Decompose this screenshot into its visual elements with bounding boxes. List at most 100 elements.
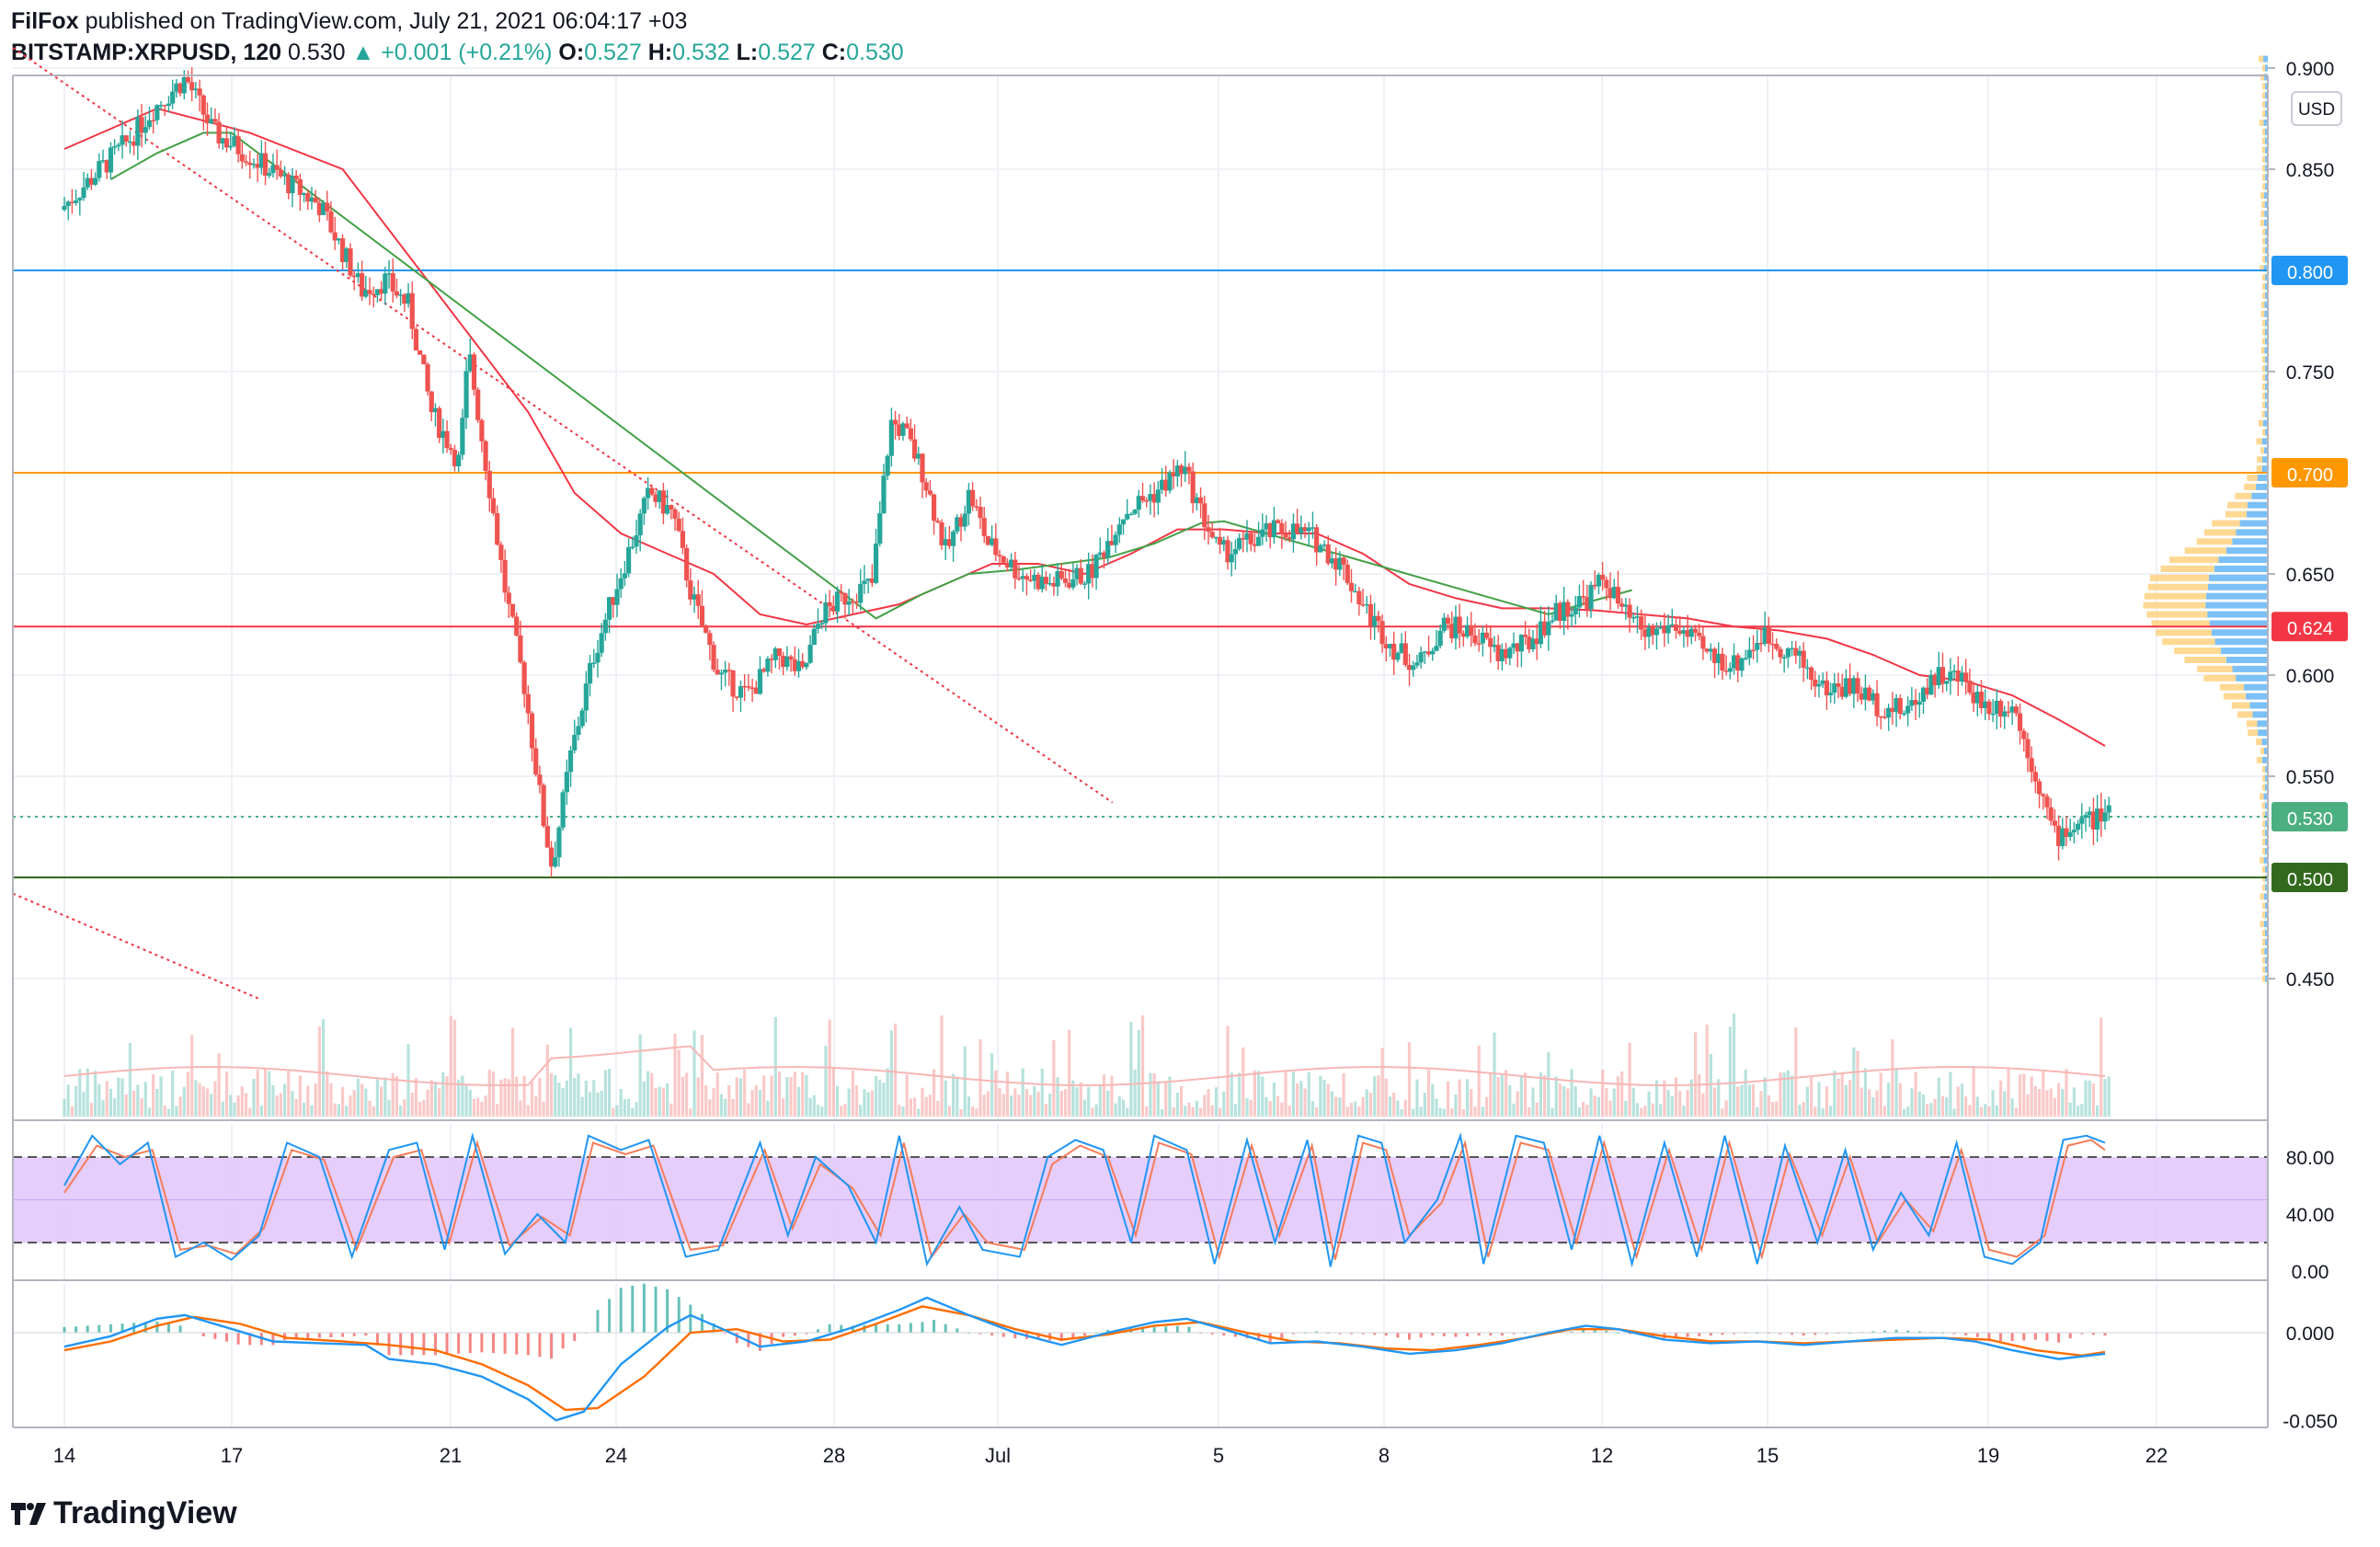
volume-bar	[1620, 1071, 1624, 1117]
candle-body	[753, 687, 759, 694]
volume-bar	[1365, 1089, 1368, 1117]
volume-profile-down	[2259, 55, 2264, 63]
volume-bar	[1659, 1104, 1663, 1117]
volume-bar	[337, 1104, 340, 1117]
macd-histogram-bar	[526, 1333, 530, 1356]
volume-profile-up	[2265, 328, 2268, 336]
volume-bar	[940, 1014, 944, 1117]
volume-profile-up	[2261, 465, 2268, 473]
stochastic-tick-label: 80.00	[2286, 1148, 2335, 1169]
candle-body	[1449, 624, 1455, 639]
candle-body	[441, 430, 446, 439]
volume-bar	[1384, 1078, 1388, 1117]
candle-body	[1283, 533, 1288, 538]
currency-button[interactable]: USD	[2291, 91, 2342, 126]
volume-bar	[1129, 1022, 1133, 1117]
candle-body	[1009, 559, 1014, 567]
volume-profile-down	[2262, 784, 2265, 791]
macd-histogram-bar	[700, 1313, 704, 1333]
volume-bar	[487, 1070, 491, 1117]
volume-profile-down	[2262, 365, 2265, 372]
volume-profile-down	[2262, 975, 2265, 982]
volume-bar	[1310, 1101, 1315, 1117]
candle-body	[286, 174, 292, 194]
volume-profile-down	[2262, 839, 2265, 845]
candle-body	[108, 147, 114, 173]
volume-bar	[1891, 1038, 1894, 1117]
volume-bar	[1207, 1089, 1210, 1117]
volume-bar	[326, 1071, 329, 1117]
macd-histogram-bar	[990, 1333, 994, 1336]
candle-body	[970, 489, 976, 507]
candle-body	[625, 546, 632, 574]
candle-body	[425, 363, 430, 392]
volume-bar	[1110, 1075, 1114, 1117]
price-tick-label: 0.450	[2286, 969, 2335, 991]
volume-bar	[484, 1095, 487, 1117]
macd-histogram-bar	[352, 1333, 356, 1336]
volume-bar	[1412, 1108, 1415, 1117]
candle-body	[1213, 536, 1219, 539]
candle-body	[1646, 627, 1652, 637]
volume-bar	[1698, 1073, 1701, 1117]
volume-bar	[2095, 1105, 2100, 1117]
candle-body	[807, 645, 813, 663]
macd-tick-label: -0.050	[2283, 1411, 2338, 1432]
candle-body	[707, 633, 713, 646]
volume-profile-up	[2265, 930, 2268, 936]
candle-body	[1051, 582, 1057, 587]
candle-body	[1920, 687, 1927, 703]
candle-body	[1631, 617, 1636, 619]
volume-bar	[1075, 1087, 1079, 1117]
volume-bar	[685, 1072, 689, 1117]
volume-bar	[2076, 1106, 2080, 1117]
candle-body	[351, 275, 357, 278]
candle-body	[514, 616, 520, 636]
volume-bar	[2030, 1076, 2033, 1117]
candle-body	[1619, 603, 1625, 607]
volume-bar	[1218, 1108, 1222, 1117]
moving-average-red	[63, 107, 2106, 747]
candle-body	[2055, 825, 2062, 846]
volume-profile-up	[2236, 529, 2268, 536]
volume-bar	[1010, 1095, 1013, 1117]
volume-bar	[522, 1075, 526, 1117]
candle-body	[904, 423, 910, 429]
volume-bar	[1175, 1093, 1179, 1117]
volume-bar	[2080, 1104, 2084, 1117]
candle-body	[1627, 604, 1632, 618]
volume-profile-up	[2205, 602, 2268, 609]
volume-bar	[2056, 1083, 2061, 1117]
volume-bar	[1952, 1108, 1956, 1117]
candle-body	[2067, 831, 2073, 837]
candle-body	[2099, 808, 2104, 822]
volume-bar	[2026, 1094, 2030, 1117]
candle-body	[2106, 805, 2111, 813]
macd-histogram-bar	[1791, 1333, 1794, 1335]
candle-body	[1457, 616, 1462, 634]
candle-body	[704, 625, 709, 634]
volume-profile-down	[2262, 338, 2265, 345]
volume-profile-up	[2265, 183, 2268, 190]
volume-bar	[1450, 1108, 1454, 1117]
candle-body	[127, 141, 133, 143]
volume-profile-down	[2262, 384, 2265, 390]
volume-bar	[1956, 1086, 1960, 1117]
volume-bar	[1686, 1090, 1689, 1117]
candle-body	[1302, 527, 1308, 532]
volume-bar	[109, 1088, 113, 1117]
candle-body	[1105, 541, 1111, 558]
volume-bar	[1802, 1102, 1805, 1117]
volume-bar	[340, 1087, 345, 1117]
volume-bar	[1654, 1080, 1659, 1117]
candle-body	[1414, 662, 1420, 666]
volume-bar	[584, 1080, 588, 1117]
volume-bar	[1643, 1106, 1647, 1117]
candle-body	[688, 580, 693, 600]
tradingview-logo[interactable]: TradingView	[11, 1495, 237, 1531]
candle-body	[1855, 678, 1860, 693]
author-name[interactable]: FilFox	[11, 8, 79, 34]
candle-body	[1399, 643, 1404, 653]
volume-bar	[577, 1073, 580, 1117]
